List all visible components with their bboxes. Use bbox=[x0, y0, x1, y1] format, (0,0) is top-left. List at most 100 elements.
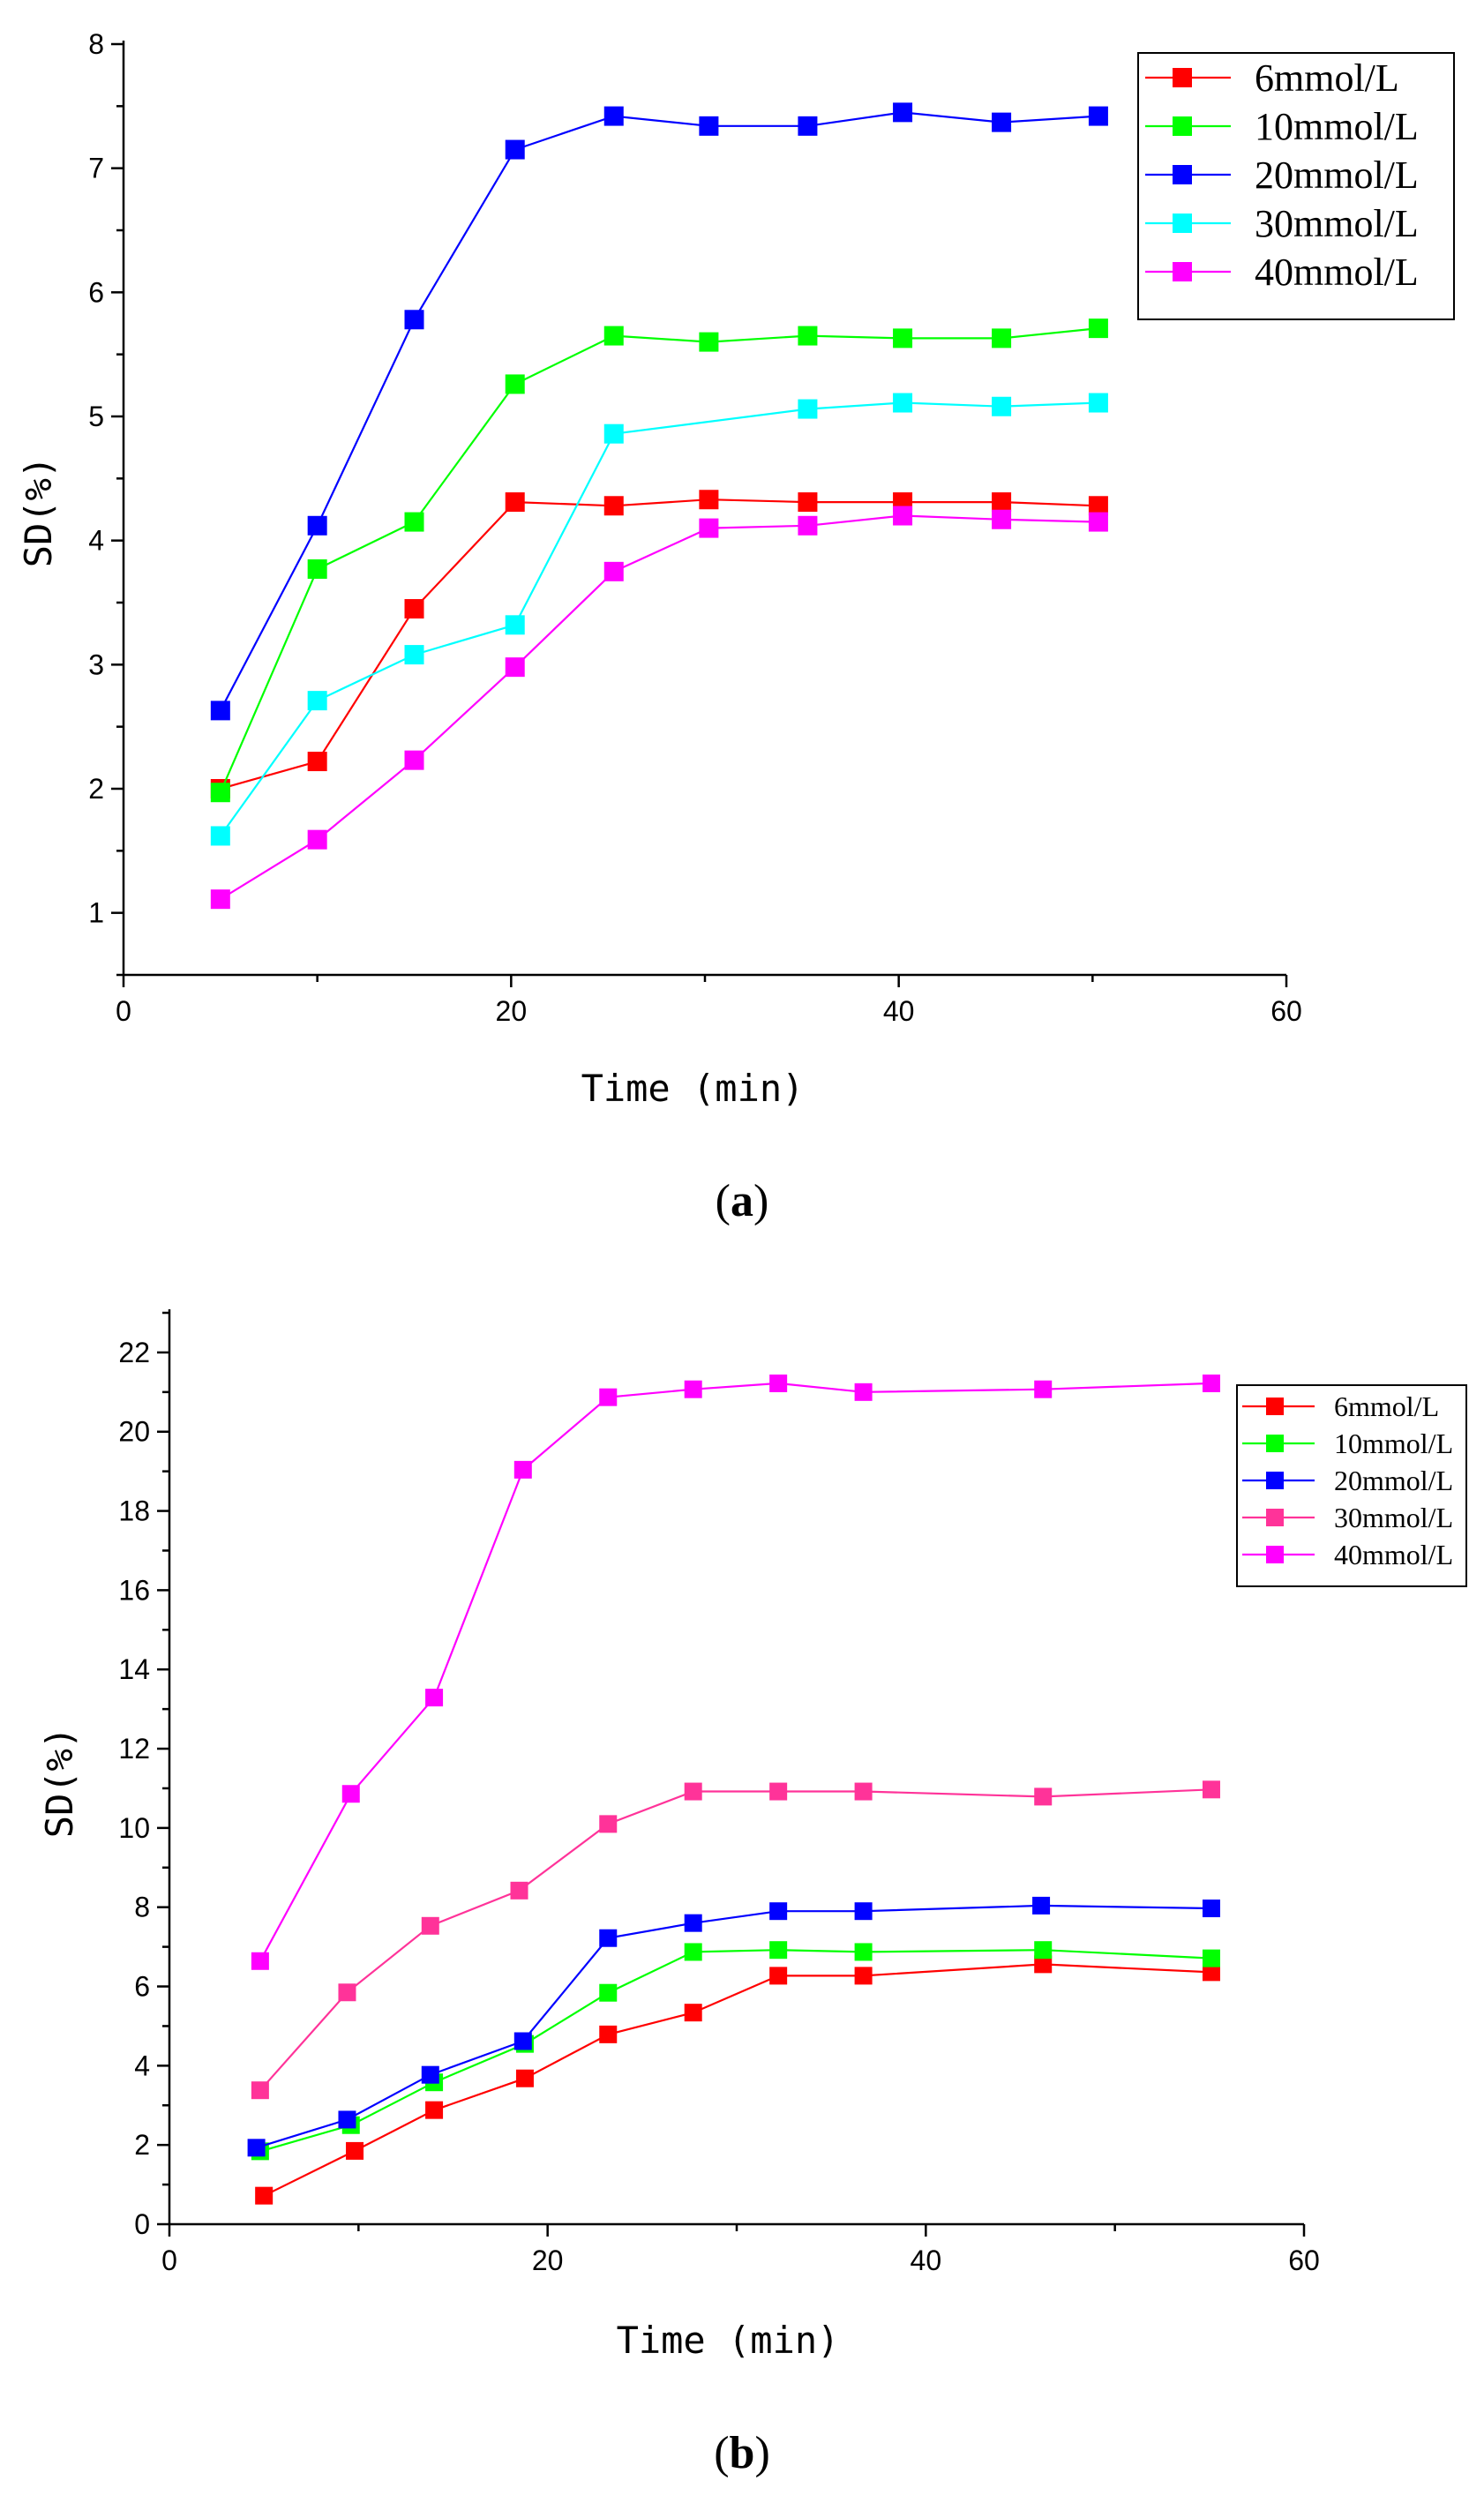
legend-marker bbox=[1266, 1509, 1284, 1526]
data-point bbox=[421, 1916, 439, 1935]
x-tick-label: 0 bbox=[161, 2244, 177, 2276]
data-point bbox=[1202, 1949, 1220, 1967]
data-point bbox=[404, 645, 424, 665]
y-tick-label: 6 bbox=[134, 1971, 150, 2003]
y-axis-title: SD(%) bbox=[17, 456, 60, 567]
x-tick-label: 40 bbox=[911, 2244, 942, 2276]
legend-entry: 10mmol/L bbox=[1334, 1428, 1453, 1459]
y-tick-label: 14 bbox=[118, 1653, 150, 1685]
data-point bbox=[1088, 393, 1108, 413]
y-tick-label: 2 bbox=[134, 2129, 150, 2161]
data-point bbox=[769, 1941, 788, 1960]
x-axis-title: Time (min) bbox=[617, 2319, 840, 2362]
panel-caption: (b) bbox=[714, 2428, 770, 2478]
data-point bbox=[684, 1782, 702, 1801]
legend-entry: 40mmol/L bbox=[1255, 251, 1419, 294]
data-point bbox=[307, 515, 327, 536]
data-point bbox=[798, 326, 818, 346]
data-point bbox=[769, 1902, 788, 1921]
y-tick-label: 12 bbox=[118, 1733, 150, 1765]
data-point bbox=[599, 1983, 618, 2002]
data-point bbox=[684, 1914, 702, 1932]
caption-open: ( bbox=[716, 1176, 731, 1226]
series-line-20mmol/L bbox=[256, 1904, 1212, 2149]
series-line-30mmol/L bbox=[219, 401, 1098, 837]
data-point bbox=[1202, 1780, 1220, 1799]
caption-letter: a bbox=[731, 1176, 753, 1226]
data-point bbox=[599, 1388, 618, 1406]
data-point bbox=[603, 326, 624, 346]
data-point bbox=[893, 328, 913, 348]
data-point bbox=[404, 750, 424, 770]
series-line-30mmol/L bbox=[259, 1788, 1212, 2091]
data-point bbox=[1034, 1941, 1053, 1960]
data-point bbox=[505, 374, 525, 394]
data-point bbox=[251, 2081, 269, 2100]
data-point bbox=[515, 2069, 534, 2087]
data-point bbox=[992, 328, 1012, 348]
series-line-10mmol/L bbox=[219, 327, 1099, 793]
legend-marker bbox=[1173, 262, 1192, 281]
y-tick-label: 6 bbox=[88, 276, 104, 308]
legend-marker bbox=[1266, 1398, 1284, 1415]
x-tick-label: 20 bbox=[532, 2244, 564, 2276]
legend-entry: 6mmol/L bbox=[1255, 56, 1399, 100]
data-point bbox=[1088, 496, 1108, 516]
data-point bbox=[404, 599, 424, 619]
data-point bbox=[307, 559, 327, 580]
data-point bbox=[1034, 1380, 1053, 1398]
series-line-6mmol/L bbox=[263, 1963, 1212, 2197]
y-tick-label: 2 bbox=[88, 773, 104, 805]
data-point bbox=[798, 515, 818, 536]
x-axis-title: Time (min) bbox=[581, 1067, 805, 1110]
data-point bbox=[699, 332, 719, 352]
data-point bbox=[404, 512, 424, 532]
data-point bbox=[599, 1815, 618, 1833]
x-tick-label: 20 bbox=[496, 995, 528, 1027]
data-point bbox=[1088, 318, 1108, 339]
data-point bbox=[1202, 1374, 1220, 1392]
data-point bbox=[992, 112, 1012, 132]
data-point bbox=[599, 1929, 618, 1947]
data-point bbox=[599, 2025, 618, 2043]
y-tick-label: 0 bbox=[134, 2208, 150, 2240]
data-point bbox=[699, 490, 719, 510]
legend-marker bbox=[1173, 214, 1192, 233]
legend-entry: 6mmol/L bbox=[1334, 1390, 1439, 1422]
data-point bbox=[1088, 106, 1108, 126]
data-point bbox=[893, 506, 913, 526]
data-point bbox=[798, 116, 818, 136]
y-tick-label: 3 bbox=[88, 648, 104, 680]
data-point bbox=[338, 2110, 356, 2129]
legend-marker bbox=[1173, 68, 1192, 87]
series-line-6mmol/L bbox=[220, 498, 1098, 791]
data-point bbox=[1034, 1955, 1053, 1974]
data-point bbox=[854, 1782, 873, 1801]
data-point bbox=[210, 783, 230, 803]
data-point bbox=[307, 691, 327, 711]
series-line-20mmol/L bbox=[219, 111, 1098, 711]
y-tick-label: 8 bbox=[88, 28, 104, 60]
series-line-40mmol/L bbox=[220, 514, 1098, 901]
data-point bbox=[505, 657, 525, 678]
legend-marker bbox=[1266, 1435, 1284, 1452]
legend-marker bbox=[1266, 1546, 1284, 1563]
chart-panel-a: 0 20 40 60 1 2 3 4 5 6 7 8 Time (min) SD(%) 6mmol/L 10m… bbox=[17, 28, 1455, 1226]
data-point bbox=[769, 1374, 788, 1392]
data-point bbox=[854, 1967, 873, 1985]
data-point bbox=[210, 826, 230, 846]
data-point bbox=[769, 1967, 788, 1985]
data-point bbox=[338, 1983, 356, 2002]
data-point bbox=[425, 1689, 444, 1707]
data-point bbox=[684, 1943, 702, 1961]
x-tick-label: 60 bbox=[1288, 2244, 1320, 2276]
data-point bbox=[513, 1460, 532, 1479]
legend-entry: 10mmol/L bbox=[1255, 105, 1419, 148]
data-point bbox=[893, 102, 913, 123]
y-tick-label: 22 bbox=[118, 1337, 150, 1368]
data-point bbox=[421, 2065, 439, 2084]
data-point bbox=[513, 2032, 532, 2050]
y-tick-label: 20 bbox=[118, 1416, 150, 1448]
data-point bbox=[251, 1952, 269, 1970]
